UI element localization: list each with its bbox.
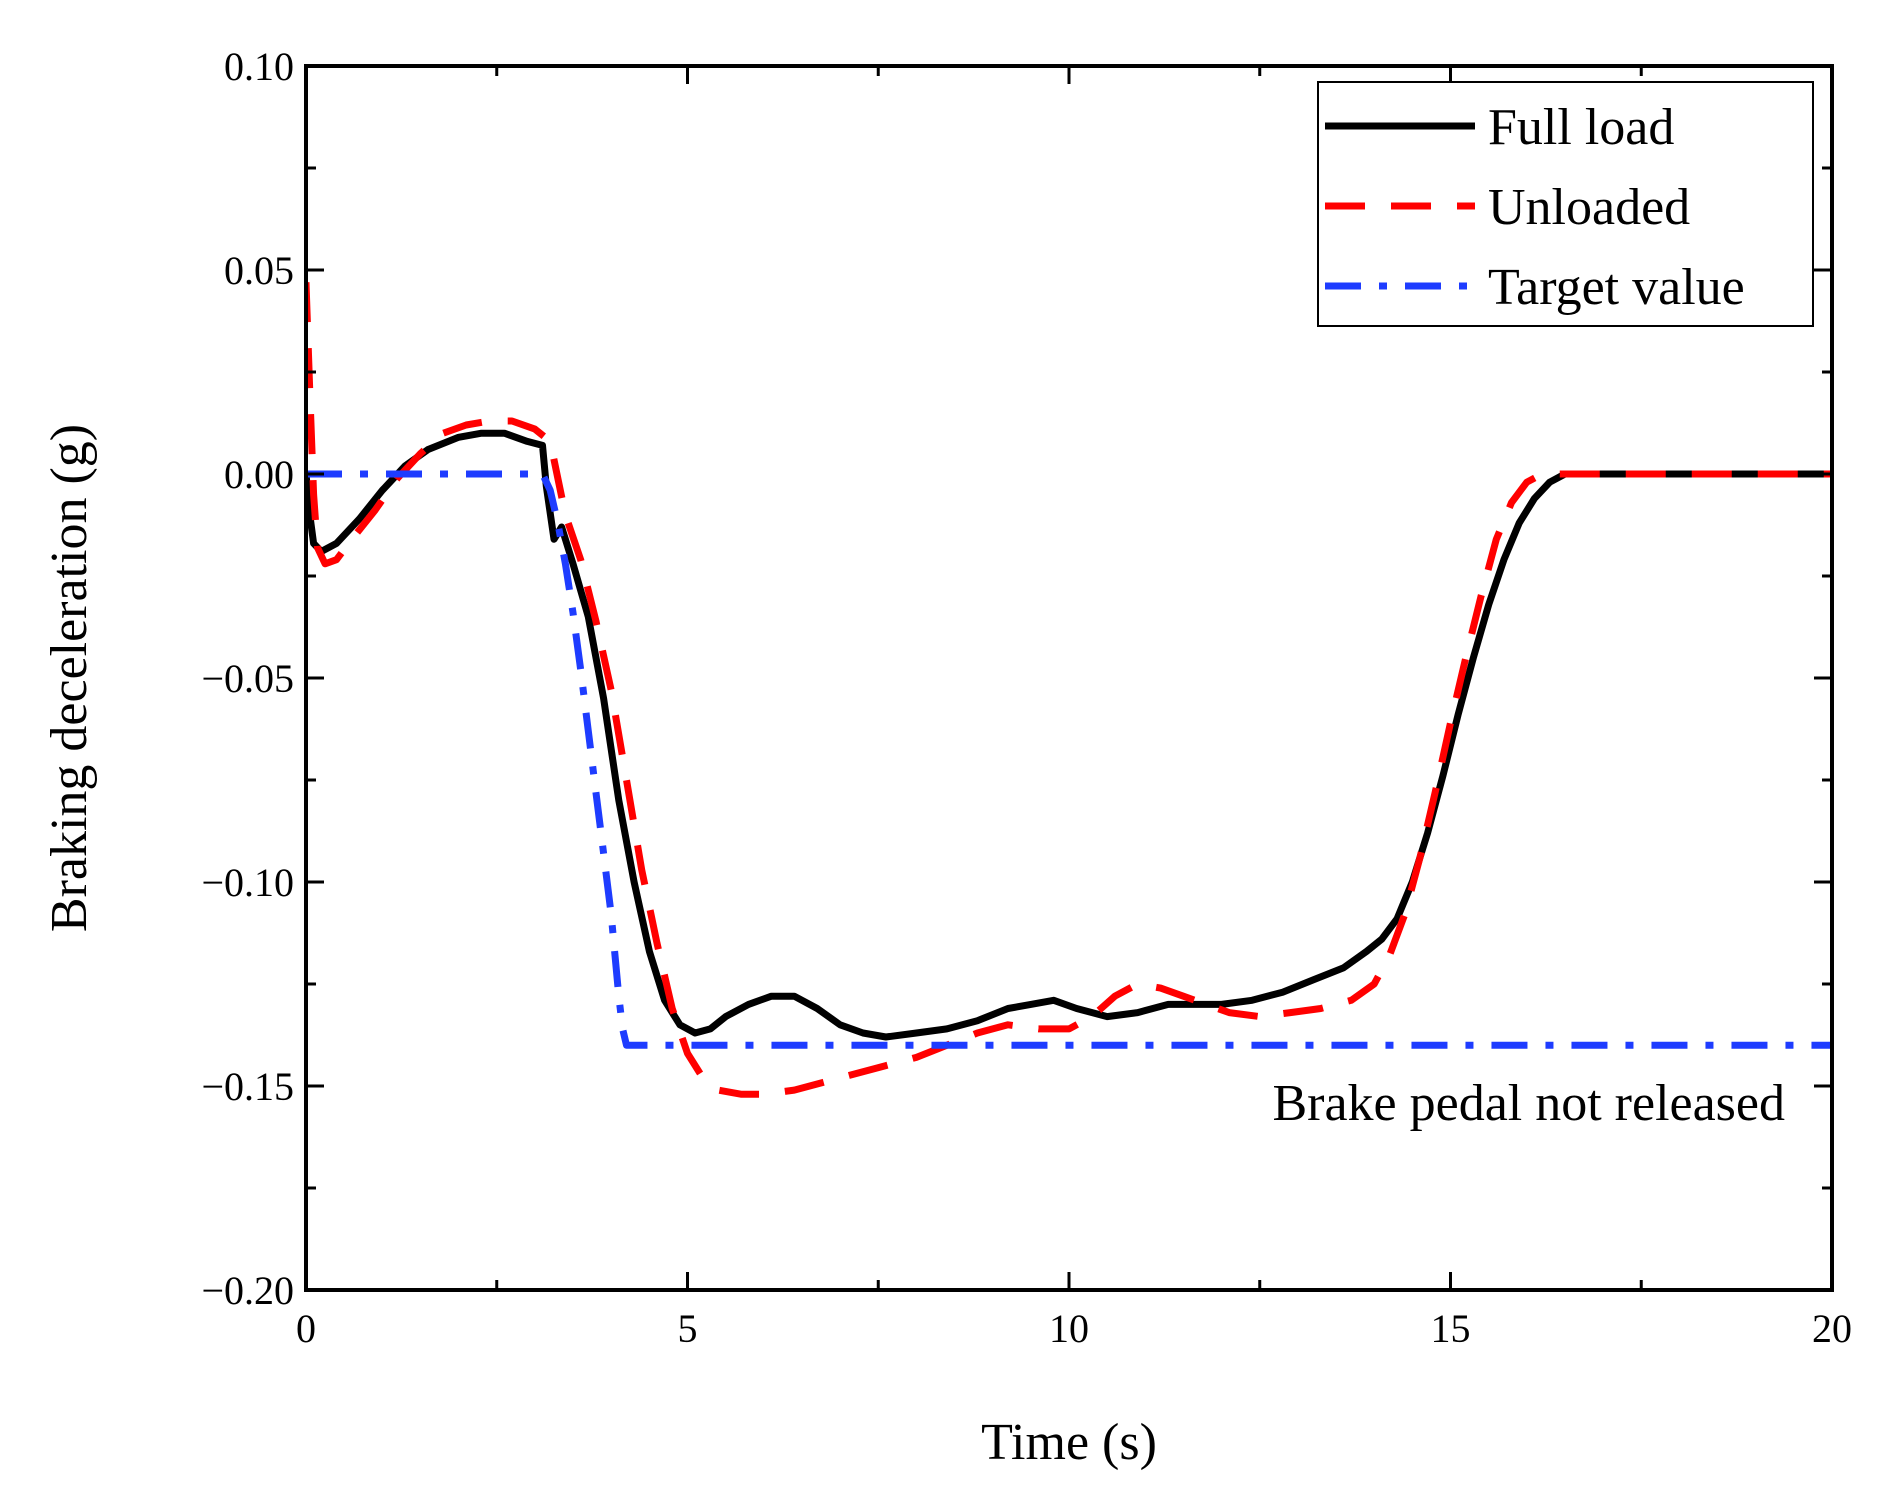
legend-label-target-value: Target value [1488,259,1745,316]
series-line-unloaded [306,282,1832,1098]
legend-label-full-load: Full load [1488,99,1674,156]
y-tick-label: 0.00 [224,452,294,497]
y-tick-label: −0.10 [201,860,294,905]
x-tick-label: 15 [1431,1306,1471,1351]
x-tick-label: 20 [1812,1306,1852,1351]
x-tick-label: 0 [296,1306,316,1351]
legend-label-unloaded: Unloaded [1488,179,1690,236]
x-tick-label: 10 [1049,1306,1089,1351]
annotation-brake-pedal: Brake pedal not released [1272,1075,1785,1132]
x-axis-title: Time (s) [981,1414,1157,1471]
series-line-full-load [306,429,1832,1041]
x-tick-label: 5 [678,1306,698,1351]
y-tick-label: 0.10 [224,44,294,89]
y-tick-label: 0.05 [224,248,294,293]
y-axis-title: Braking deceleration (g) [41,424,98,932]
y-tick-label: −0.20 [201,1268,294,1313]
series-line-target-value [306,470,1832,1049]
legend: Full load Unloaded Target value [1317,81,1814,327]
y-tick-label: −0.15 [201,1064,294,1109]
y-tick-label: −0.05 [201,656,294,701]
